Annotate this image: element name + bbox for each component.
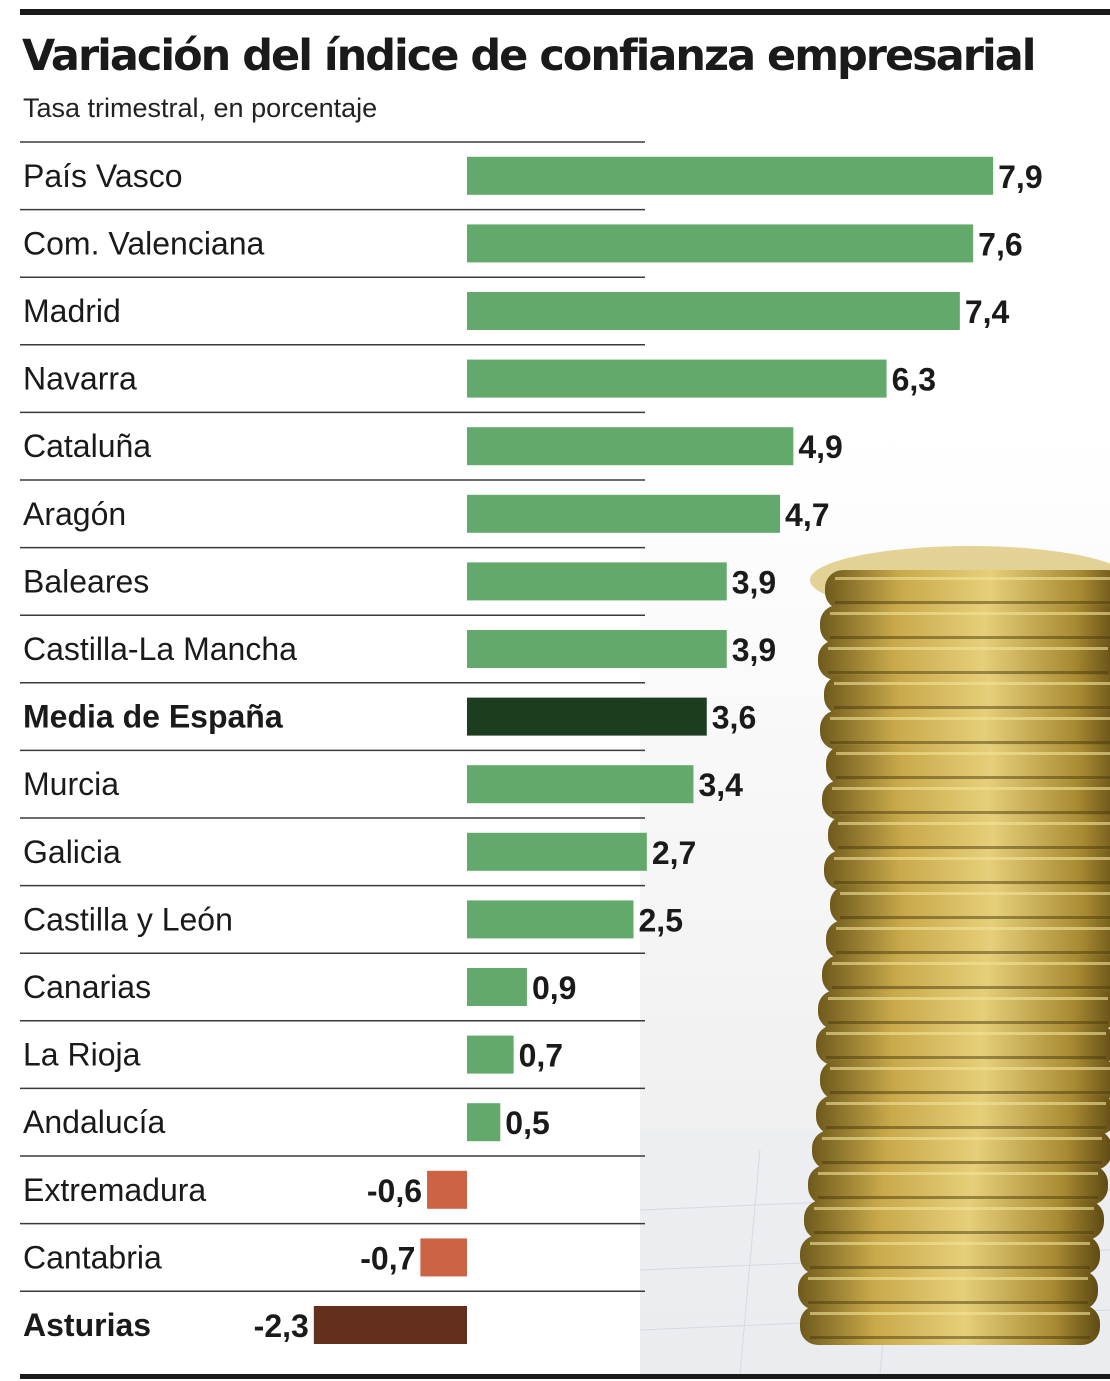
category-label: Madrid (23, 293, 121, 329)
chart-title: Variación del índice de confianza empres… (22, 31, 1036, 81)
category-label: Aragón (23, 496, 126, 532)
category-label: Castilla-La Mancha (23, 631, 297, 667)
bar (467, 1035, 514, 1074)
value-label: 7,4 (965, 294, 1010, 330)
category-label: Andalucía (23, 1104, 166, 1140)
category-label: Canarias (23, 969, 151, 1005)
bar (427, 1170, 467, 1209)
category-label: Baleares (23, 563, 149, 599)
bar (467, 900, 634, 939)
bar (467, 292, 960, 330)
bar (467, 832, 647, 871)
value-label: 3,9 (732, 564, 776, 600)
value-label: -0,6 (367, 1173, 422, 1209)
category-label: Galicia (23, 834, 121, 870)
value-label: 3,6 (712, 700, 756, 736)
bar (467, 697, 707, 736)
bar (467, 427, 794, 466)
chart-subtitle: Tasa trimestral, en porcentaje (23, 93, 378, 123)
value-label: 3,9 (732, 632, 776, 668)
bar (313, 1306, 467, 1344)
value-label: 3,4 (698, 767, 743, 803)
value-label: 0,5 (505, 1105, 549, 1141)
bar (467, 1103, 501, 1142)
top-rule (20, 9, 1110, 15)
category-label: Murcia (23, 766, 119, 802)
bar (467, 630, 727, 668)
bar (467, 562, 727, 601)
bar (467, 156, 994, 195)
category-label: La Rioja (23, 1037, 141, 1073)
bar (467, 765, 694, 804)
category-label: Cantabria (23, 1239, 162, 1275)
value-label: 4,9 (798, 429, 842, 465)
value-label: 7,9 (998, 159, 1042, 195)
category-label: Com. Valenciana (23, 225, 265, 261)
category-label: País Vasco (23, 158, 182, 194)
value-label: 0,9 (532, 970, 576, 1006)
bar (467, 224, 974, 263)
value-label: 0,7 (519, 1038, 563, 1074)
category-label: Navarra (23, 361, 137, 397)
value-label: 6,3 (892, 362, 936, 398)
category-label: Extremadura (23, 1172, 206, 1208)
value-label: -0,7 (360, 1240, 415, 1276)
category-label: Media de España (23, 699, 283, 735)
bar (420, 1238, 467, 1277)
bar (467, 359, 887, 398)
bottom-rule (20, 1374, 1110, 1379)
category-label: Cataluña (23, 428, 151, 464)
category-label: Castilla y León (23, 901, 233, 937)
value-label: 2,5 (639, 902, 683, 938)
value-label: -2,3 (254, 1308, 309, 1344)
bar (467, 968, 527, 1006)
value-label: 7,6 (978, 226, 1022, 262)
bar (467, 494, 781, 533)
value-label: 4,7 (785, 497, 829, 533)
value-label: 2,7 (652, 835, 696, 871)
category-label: Asturias (23, 1307, 151, 1343)
